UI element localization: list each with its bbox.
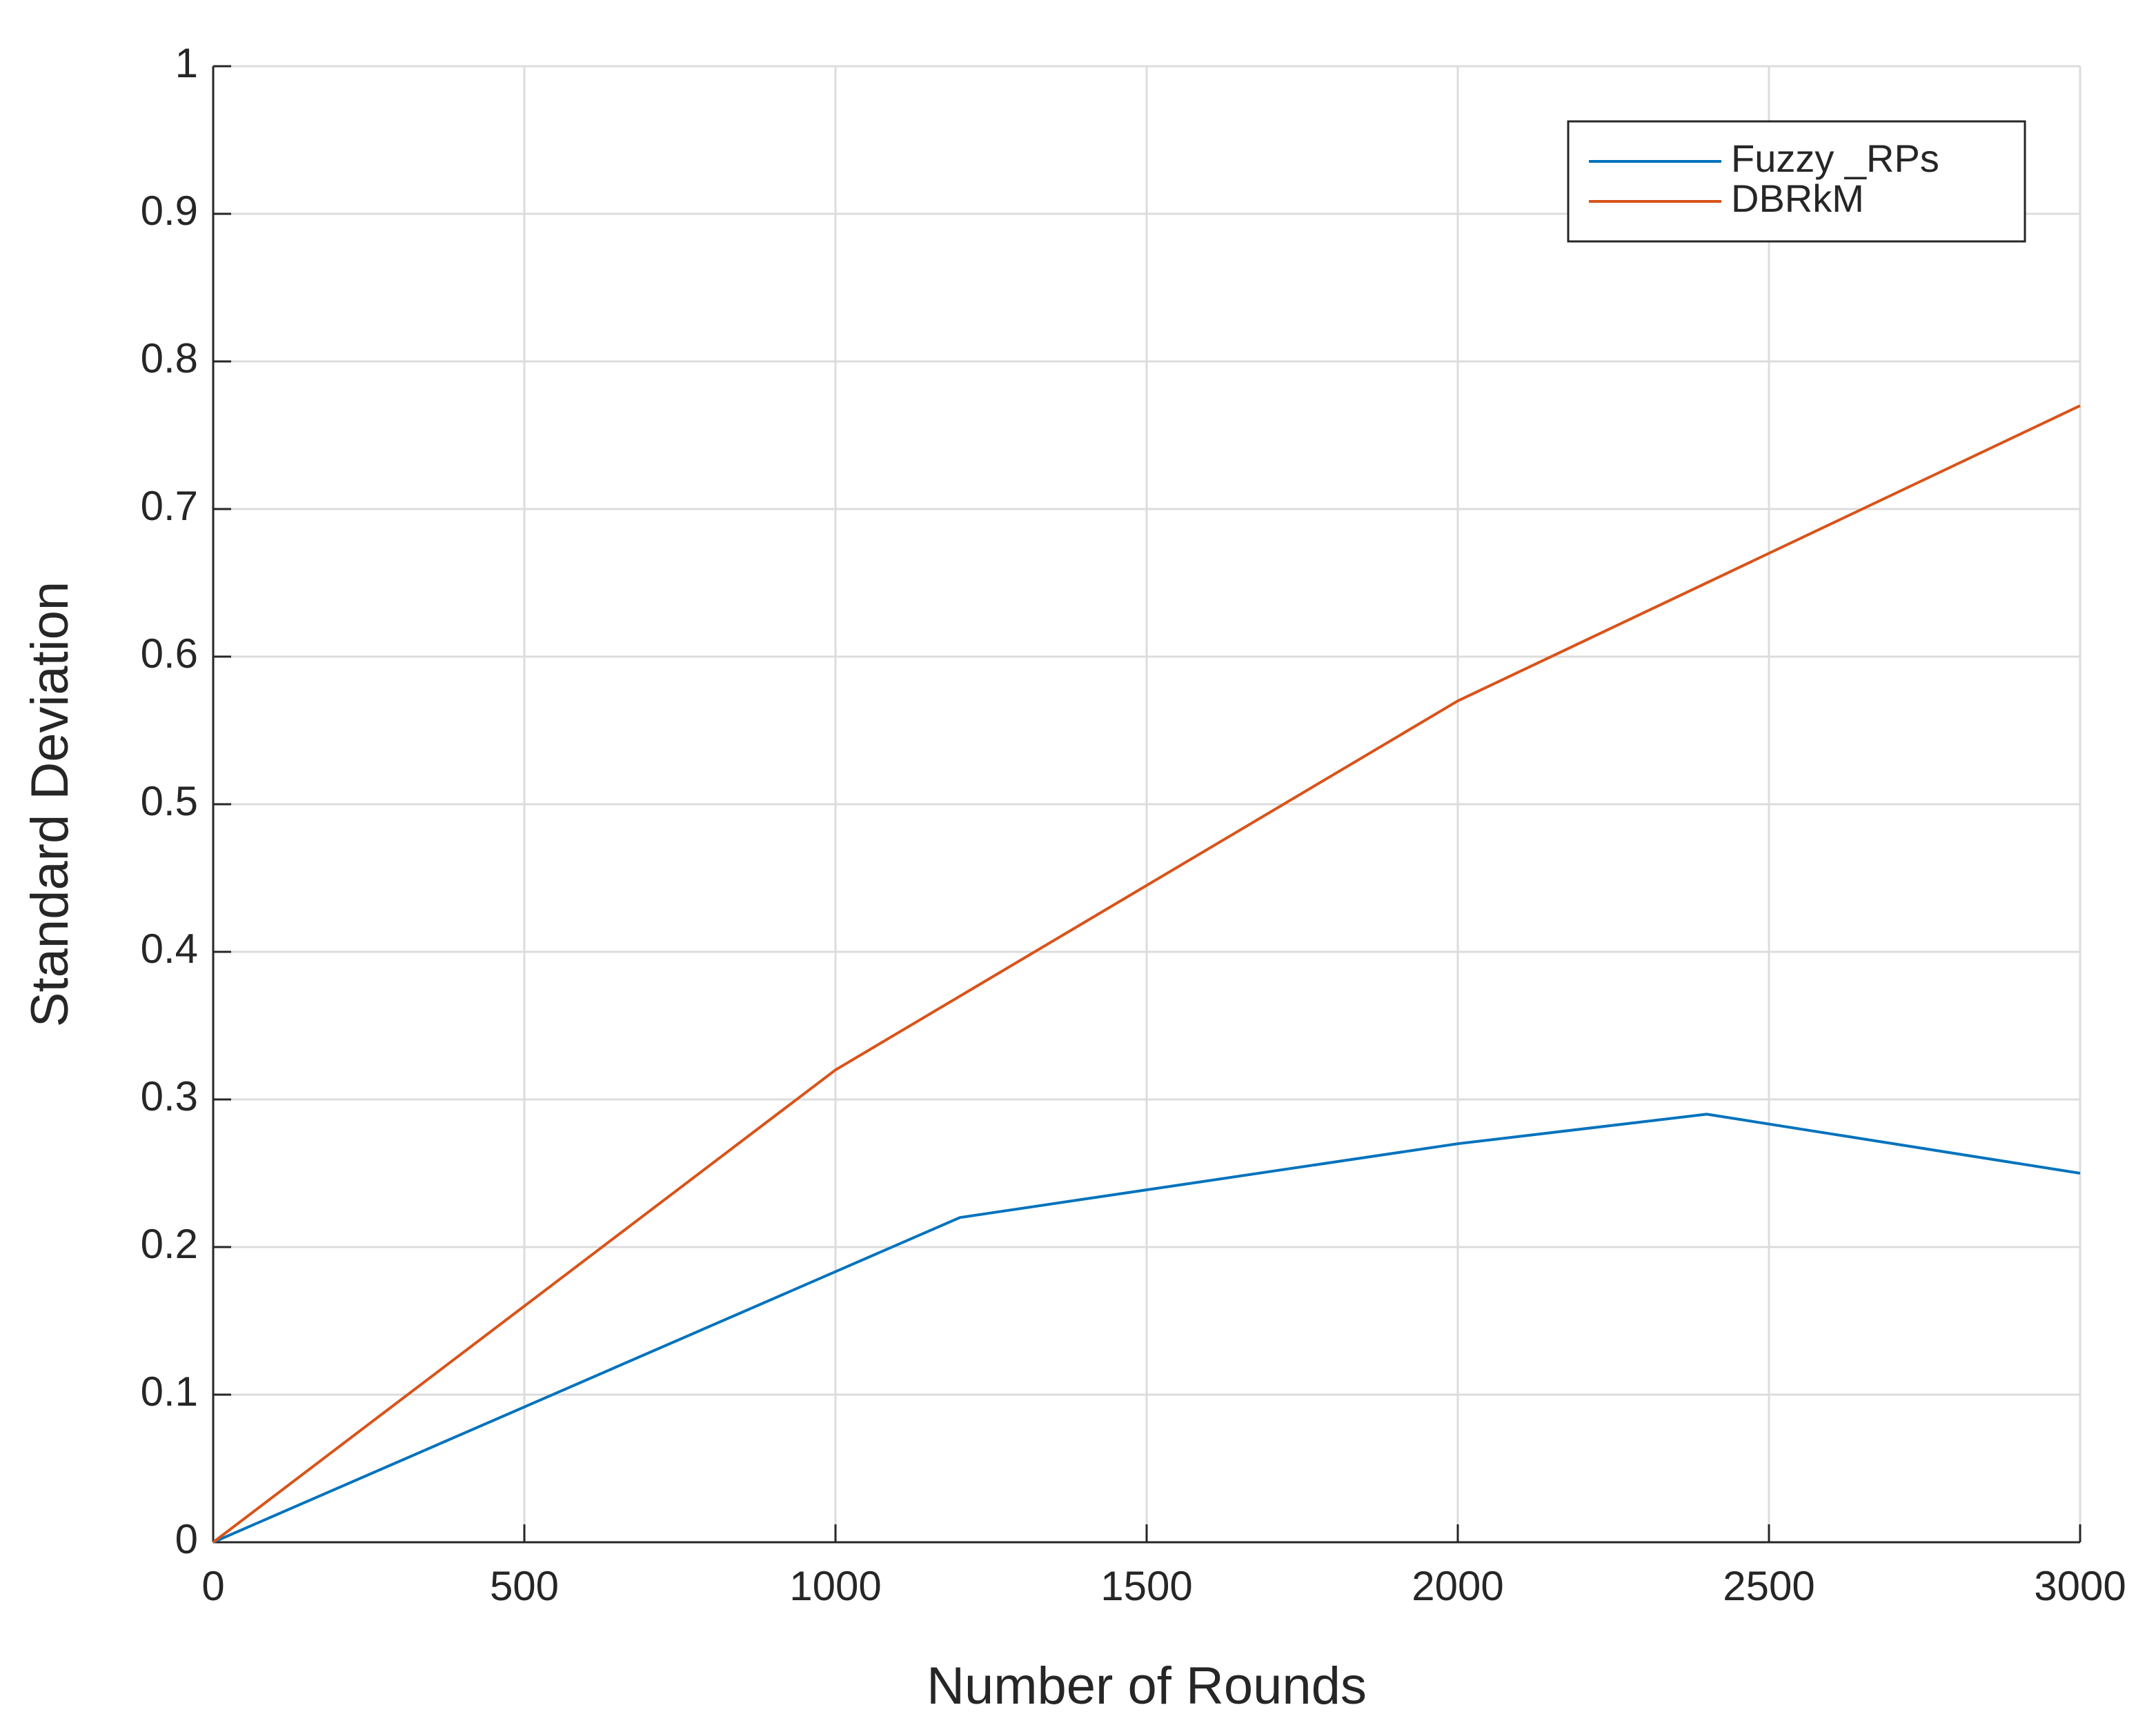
- series-line: [212, 404, 2081, 1544]
- series-line: [212, 1113, 2081, 1544]
- legend-label: DBRkM: [1731, 177, 1864, 220]
- y-tick-label: 0.6: [141, 630, 198, 677]
- x-tick-label: 1500: [1100, 1563, 1192, 1609]
- legend-label: Fuzzy _RPs: [1731, 137, 1939, 180]
- x-tick-label: 2500: [1723, 1563, 1814, 1609]
- y-tick-label: 0.7: [141, 483, 198, 529]
- x-tick-label: 0: [201, 1563, 224, 1609]
- y-tick-label: 0.3: [141, 1073, 198, 1119]
- x-tick-label: 3000: [2034, 1563, 2126, 1609]
- y-tick-label: 0.4: [141, 926, 198, 972]
- y-tick-label: 0.5: [141, 778, 198, 824]
- y-tick-label: 0: [175, 1516, 198, 1562]
- x-axis-label: Number of Rounds: [927, 1657, 1367, 1715]
- y-tick-label: 0.9: [141, 188, 198, 234]
- x-tick-label: 1000: [789, 1563, 881, 1609]
- y-tick-label: 0.1: [141, 1368, 198, 1415]
- y-tick-label: 0.2: [141, 1221, 198, 1267]
- x-tick-label: 2000: [1412, 1563, 1503, 1609]
- y-tick-label: 1: [175, 40, 198, 86]
- y-tick-label: 0.8: [141, 335, 198, 381]
- x-tick-label: 500: [490, 1563, 559, 1609]
- legend-box: [1567, 120, 2026, 243]
- y-axis-label: Standard Deviation: [21, 581, 79, 1027]
